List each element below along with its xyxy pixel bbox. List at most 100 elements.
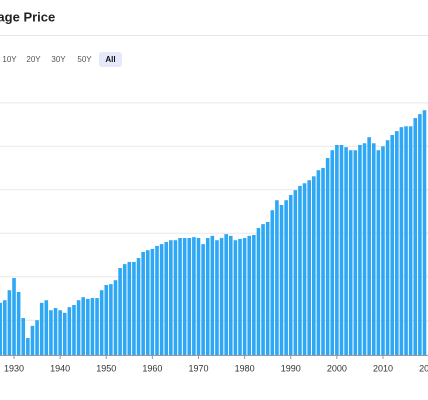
- bar: [339, 145, 344, 355]
- range-button-label[interactable]: 50Y: [77, 55, 92, 64]
- bar: [367, 137, 371, 355]
- bar: [381, 146, 385, 355]
- bar: [205, 238, 210, 355]
- bar: [335, 145, 339, 355]
- bar: [109, 284, 113, 355]
- range-button[interactable]: [22, 52, 45, 67]
- bar: [118, 268, 122, 355]
- x-tick-label: 1980: [235, 363, 255, 373]
- bar: [99, 290, 104, 355]
- bar: [228, 235, 233, 355]
- bar: [173, 240, 178, 355]
- bar: [76, 300, 81, 355]
- bar: [49, 310, 53, 355]
- bar: [145, 250, 150, 355]
- bar: [353, 150, 358, 355]
- x-tick-label: 1990: [281, 363, 301, 373]
- bar: [312, 176, 316, 355]
- bar: [7, 290, 12, 355]
- range-button[interactable]: [73, 52, 96, 67]
- bar: [288, 195, 293, 355]
- bar: [247, 235, 252, 355]
- bar: [330, 150, 335, 355]
- range-button[interactable]: [47, 52, 70, 67]
- range-button-label[interactable]: 10Y: [2, 55, 17, 64]
- bar: [104, 285, 109, 355]
- bar: [12, 278, 16, 355]
- bar: [187, 238, 192, 355]
- range-button[interactable]: [0, 52, 21, 67]
- bar: [58, 310, 62, 355]
- bar: [215, 240, 219, 355]
- bar: [0, 302, 2, 355]
- bar: [404, 126, 408, 355]
- x-tick-label: 1970: [188, 363, 208, 373]
- bar: [95, 298, 99, 355]
- range-button[interactable]: [99, 52, 122, 67]
- bar: [159, 244, 164, 355]
- bar: [413, 118, 418, 355]
- x-tick-label: 1940: [50, 363, 70, 373]
- bar: [39, 302, 44, 355]
- bar: [164, 241, 169, 355]
- bar: [238, 238, 242, 355]
- bar: [385, 140, 390, 355]
- bar: [376, 150, 381, 355]
- bar: [316, 170, 321, 355]
- bar: [136, 258, 141, 355]
- bar: [81, 297, 86, 355]
- bar: [422, 110, 427, 355]
- bar: [67, 307, 72, 355]
- bar: [141, 251, 145, 355]
- bar: [35, 320, 39, 355]
- bar: [325, 158, 330, 355]
- bar: [86, 298, 90, 355]
- range-button-label[interactable]: 30Y: [51, 55, 66, 64]
- bar: [219, 238, 224, 355]
- bar: [252, 235, 256, 355]
- range-button-label[interactable]: 20Y: [26, 55, 41, 64]
- bar: [399, 127, 404, 355]
- x-tick-label: 1950: [96, 363, 116, 373]
- bar: [307, 180, 311, 355]
- bar: [127, 261, 132, 355]
- bar: [261, 224, 265, 355]
- bar: [21, 318, 26, 355]
- chart-title: Average Price: [0, 9, 55, 24]
- bar: [62, 312, 67, 355]
- bar: [256, 228, 261, 355]
- bar: [270, 210, 275, 355]
- bar: [53, 308, 58, 355]
- bar: [395, 131, 399, 355]
- bar: [113, 280, 118, 355]
- bar: [242, 238, 247, 355]
- bar: [408, 126, 413, 355]
- bar: [196, 238, 201, 355]
- x-tick-label: 2010: [373, 363, 393, 373]
- x-tick-label: 1930: [4, 363, 24, 373]
- bar: [362, 143, 367, 355]
- bar: [132, 261, 136, 355]
- bar: [155, 245, 159, 355]
- bar: [418, 114, 422, 355]
- bar: [44, 300, 49, 355]
- range-button-label[interactable]: All: [105, 55, 115, 64]
- bar: [16, 291, 21, 355]
- bar: [30, 325, 35, 355]
- x-tick-label: 2000: [327, 363, 347, 373]
- bar: [344, 147, 348, 355]
- bar: [192, 237, 196, 355]
- bar: [26, 338, 30, 355]
- bar: [298, 185, 302, 355]
- bar: [279, 205, 284, 355]
- bar: [210, 235, 215, 355]
- bar: [371, 143, 376, 355]
- bar: [122, 264, 127, 355]
- bar: [302, 183, 307, 355]
- bar: [284, 200, 288, 355]
- bar: [72, 305, 76, 355]
- bar: [182, 238, 187, 355]
- bar: [233, 240, 238, 355]
